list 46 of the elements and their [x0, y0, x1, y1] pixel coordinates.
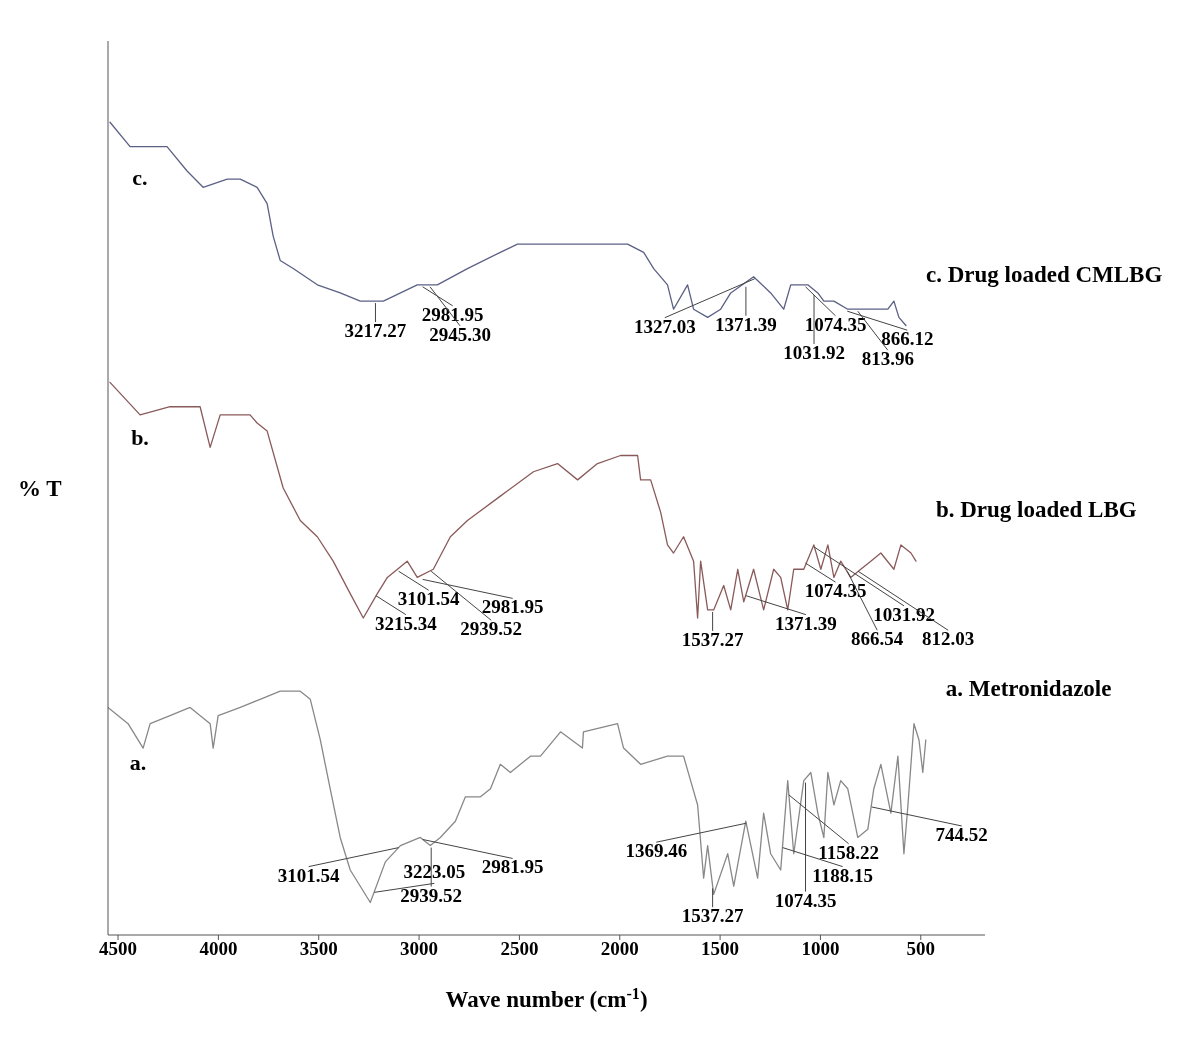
annotation: 1031.92: [873, 603, 935, 625]
annotation: 812.03: [922, 628, 975, 650]
annotation: 1188.15: [812, 864, 874, 886]
x-tick-label: 4500: [99, 938, 138, 960]
annotation: 744.52: [935, 823, 988, 845]
annotation: 1074.35: [774, 889, 837, 911]
series-label: b. Drug loaded LBG: [935, 497, 1137, 523]
annotation: 1537.27: [681, 628, 744, 650]
annotation: 1371.39: [715, 313, 777, 335]
series-label: a. Metronidazole: [945, 676, 1112, 702]
annotation: 2939.52: [400, 884, 463, 906]
x-tick-label: 1000: [801, 938, 840, 960]
x-tick-label: 2500: [500, 938, 539, 960]
x-tick-label: 2000: [600, 938, 639, 960]
x-tick-label: 4000: [199, 938, 238, 960]
annotation: 1074.35: [804, 580, 867, 602]
x-axis-title: Wave number (cm$^{-1}$): [445, 984, 648, 1012]
annotation: 3223.05: [403, 861, 466, 883]
series-label: c. Drug loaded CMLBG: [925, 261, 1163, 287]
annotation: 1371.39: [775, 612, 837, 634]
y-axis-title: % T: [18, 476, 62, 502]
annotation: 1031.92: [783, 341, 845, 363]
annotation: 3215.34: [374, 612, 438, 634]
annotation: 2981.95: [481, 596, 544, 618]
annotation: c.: [132, 165, 148, 191]
annotation: a.: [129, 750, 147, 776]
annotation: 2981.95: [481, 856, 544, 878]
annotation: 1537.27: [681, 905, 744, 927]
x-tick-label: 3000: [400, 938, 439, 960]
annotation: 2981.95: [421, 303, 484, 325]
annotation: 813.96: [861, 348, 914, 370]
annotation: 3217.27: [344, 320, 407, 342]
annotation: 2945.30: [429, 323, 491, 345]
annotation: 3101.54: [277, 864, 341, 886]
annotation: b.: [131, 425, 149, 451]
annotation: 2939.52: [460, 618, 523, 640]
annotation: 1158.22: [818, 841, 880, 863]
annotation: 1074.35: [804, 313, 867, 335]
annotation: 866.54: [851, 628, 904, 650]
annotation: 1327.03: [633, 315, 696, 337]
annotation: 1369.46: [625, 840, 688, 862]
x-tick-label: 1500: [701, 938, 740, 960]
x-tick-label: 500: [906, 938, 936, 960]
x-tick-label: 3500: [299, 938, 338, 960]
annotation: 866.12: [881, 328, 934, 350]
annotation: 3101.54: [397, 588, 461, 610]
